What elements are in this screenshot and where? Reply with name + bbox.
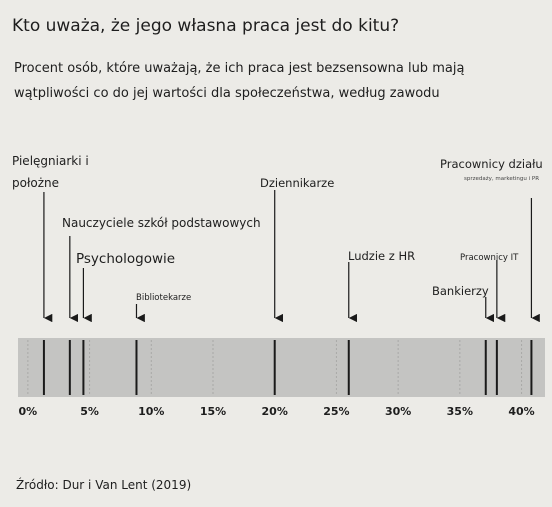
strip-band	[18, 338, 545, 397]
x-tick-label: 5%	[80, 405, 99, 418]
category-label: Pielęgniarki i położne	[12, 154, 89, 190]
x-tick-label: 30%	[385, 405, 411, 418]
x-tick-label: 20%	[262, 405, 288, 418]
category-label: Pracownicy IT	[460, 253, 519, 263]
source: Źródło: Dur i Van Lent (2019)	[16, 478, 192, 492]
category-label: Bibliotekarze	[136, 293, 192, 303]
x-tick-label: 35%	[447, 405, 473, 418]
category-label: Dziennikarze	[260, 176, 335, 190]
x-tick-label: 10%	[138, 405, 164, 418]
annotation: sprzedaży, marketingu i PR	[464, 176, 540, 182]
category-label: Nauczyciele szkół podstawowych	[62, 216, 261, 230]
x-tick-label: 40%	[508, 405, 534, 418]
category-label: Ludzie z HR	[348, 249, 416, 263]
chart-title: Kto uważa, że jego własna praca jest do …	[12, 16, 400, 36]
category-label: Bankierzy	[432, 284, 489, 298]
category-label: Psychologowie	[76, 251, 176, 267]
category-label: Pracownicy działu	[440, 157, 543, 171]
x-tick-label: 0%	[19, 405, 38, 418]
chart-subtitle: Procent osób, które uważają, że ich prac…	[14, 61, 465, 101]
x-tick-label: 15%	[200, 405, 226, 418]
x-tick-label: 25%	[323, 405, 349, 418]
